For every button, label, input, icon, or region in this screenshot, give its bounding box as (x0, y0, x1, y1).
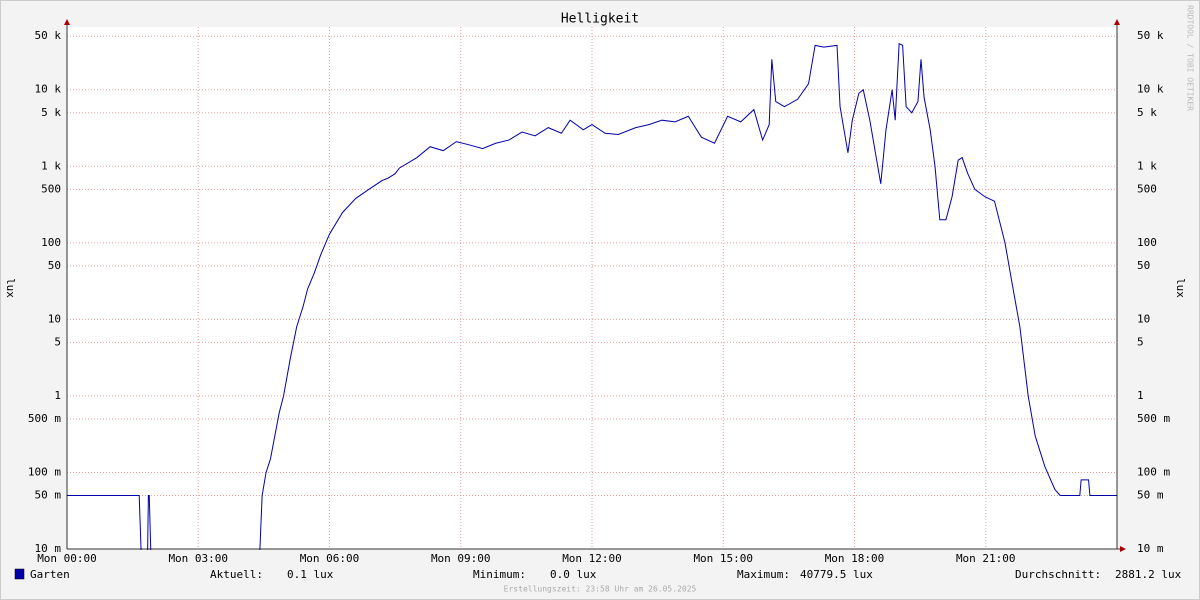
arrow (1120, 546, 1126, 552)
y-tick-label: 5 k (41, 106, 61, 119)
arrow (1114, 19, 1120, 25)
y-tick-label-right: 10 k (1137, 83, 1164, 96)
x-tick-label: Mon 12:00 (562, 552, 622, 565)
legend-label: Garten (30, 568, 70, 581)
y-tick-label: 50 m (35, 488, 62, 501)
x-tick-label: Mon 18:00 (825, 552, 885, 565)
grid (66, 27, 1117, 550)
y-axis-label: lux (4, 278, 17, 298)
y-axis-label-right: lux (1174, 278, 1187, 298)
footer: Erstellungszeit: 23:58 Uhr am 26.05.2025 (504, 585, 697, 594)
stat-value: 0.1 lux (287, 568, 334, 581)
y-tick-label: 5 (54, 335, 61, 348)
y-tick-label: 500 (41, 182, 61, 195)
stat-value: 40779.5 lux (800, 568, 873, 581)
y-tick-label-right: 100 (1137, 236, 1157, 249)
stat-label: Durchschnitt: (1015, 568, 1101, 581)
watermark: RRDTOOL / TOBI OETIKER (1186, 5, 1195, 111)
x-tick-label: Mon 09:00 (431, 552, 491, 565)
legend-swatch (14, 568, 25, 580)
y-tick-label: 500 m (28, 412, 61, 425)
stat-value: 2881.2 lux (1115, 568, 1182, 581)
y-tick-label-right: 50 (1137, 259, 1150, 272)
y-tick-label: 100 (41, 236, 61, 249)
y-tick-label: 50 (48, 259, 61, 272)
y-tick-label-right: 50 k (1137, 29, 1164, 42)
y-tick-label-right: 5 (1137, 335, 1144, 348)
y-tick-label: 10 (48, 312, 61, 325)
y-tick-label-right: 100 m (1137, 465, 1170, 478)
x-tick-label: Mon 15:00 (693, 552, 753, 565)
y-tick-label: 10 m (35, 542, 62, 555)
y-tick-label: 1 k (41, 159, 61, 172)
y-tick-label-right: 1 k (1137, 159, 1157, 172)
y-tick-label: 100 m (28, 465, 61, 478)
stat-label: Aktuell: (210, 568, 263, 581)
stat-label: Minimum: (473, 568, 526, 581)
arrow (64, 19, 70, 25)
x-tick-label: Mon 00:00 (37, 552, 97, 565)
y-tick-label: 1 (54, 389, 61, 402)
chart-title: Helligkeit (561, 12, 639, 27)
stat-value: 0.0 lux (550, 568, 597, 581)
stat-label: Maximum: (737, 568, 790, 581)
x-tick-label: Mon 21:00 (956, 552, 1016, 565)
data-line (67, 42, 1117, 550)
y-tick-label-right: 10 (1137, 312, 1150, 325)
y-tick-label-right: 500 (1137, 182, 1157, 195)
y-tick-label-right: 10 m (1137, 542, 1164, 555)
x-tick-label: Mon 06:00 (300, 552, 360, 565)
y-tick-label: 10 k (35, 83, 62, 96)
y-tick-label-right: 1 (1137, 389, 1144, 402)
y-tick-label-right: 5 k (1137, 106, 1157, 119)
x-tick-label: Mon 03:00 (168, 552, 228, 565)
y-tick-label-right: 500 m (1137, 412, 1170, 425)
y-tick-label-right: 50 m (1137, 488, 1164, 501)
y-tick-label: 50 k (35, 29, 62, 42)
